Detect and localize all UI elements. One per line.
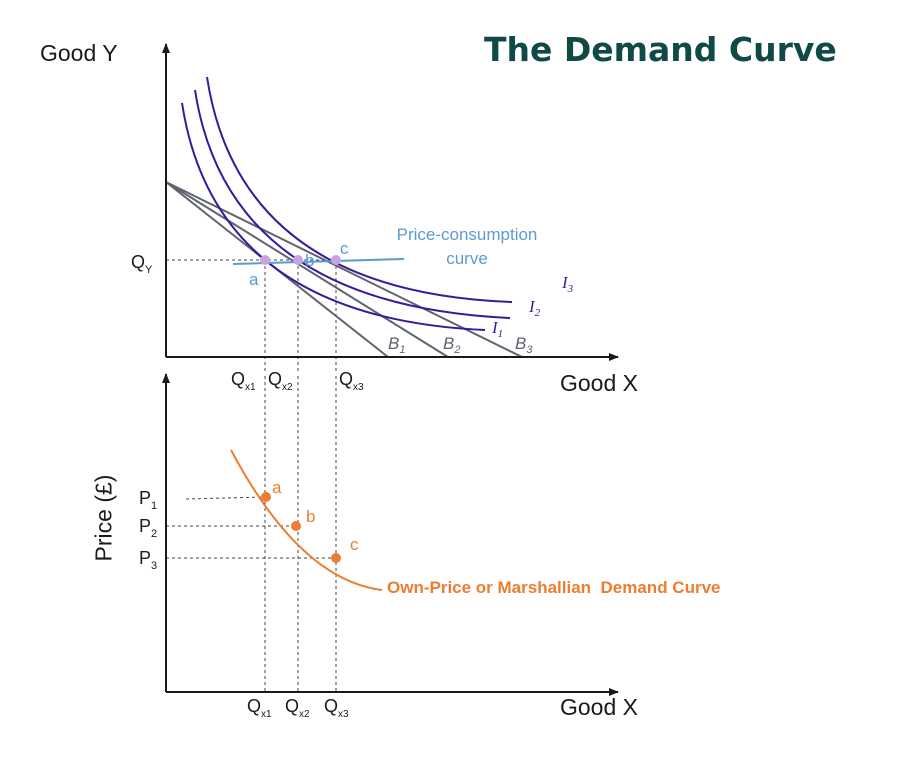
pcc-point-a (260, 255, 270, 265)
point-c-label: c (340, 239, 349, 258)
indifference-curve-i2 (194, 89, 511, 319)
page-title: The Demand Curve (484, 30, 837, 69)
demand-point-b (291, 521, 301, 531)
p3-label: P3 (139, 548, 157, 572)
demand-point-a-label: a (272, 478, 282, 497)
demand-curve-label: Own-Price or Marshallian Demand Curve (387, 578, 720, 597)
price-consumption-curve (232, 258, 405, 265)
top-panel: QY a b c Price-consumption curve I1 I2 I… (131, 43, 619, 393)
indifference-curve-i1 (181, 102, 486, 331)
top-qx2-label: Qx2 (268, 369, 293, 393)
demand-point-b-label: b (306, 507, 315, 526)
p1-guide-line (185, 496, 266, 500)
b2-label: B2 (443, 334, 460, 356)
top-qx1-label: Qx1 (231, 369, 256, 393)
top-x-axis-label: Good X (560, 370, 638, 396)
marshallian-demand-curve (230, 449, 383, 591)
indifference-curve-i3 (206, 76, 513, 303)
pcc-label-line1: Price-consumption (397, 225, 538, 244)
top-qx3-label: Qx3 (339, 369, 364, 393)
bottom-panel: P1 P2 P3 a b c Own-Price or Marshallian … (139, 373, 720, 720)
top-y-axis-label: Good Y (40, 40, 118, 66)
bottom-x-axis-label: Good X (560, 694, 638, 720)
p2-label: P2 (139, 516, 157, 540)
bottom-qx1-label: Qx1 (247, 696, 272, 720)
budget-line-b2 (165, 181, 449, 358)
i2-label: I2 (528, 297, 541, 319)
qy-label: QY (131, 252, 153, 276)
demand-point-a (261, 492, 271, 502)
bottom-qx2-label: Qx2 (285, 696, 310, 720)
pcc-point-c (331, 255, 341, 265)
point-a-label: a (249, 270, 259, 289)
pcc-label-line2: curve (446, 249, 488, 268)
bottom-qx3-label: Qx3 (324, 696, 349, 720)
indifference-curves (181, 76, 513, 331)
i1-label: I1 (491, 318, 503, 340)
bottom-y-axis-label: Price (£) (90, 474, 117, 562)
p1-label: P1 (139, 488, 157, 512)
bottom-guides (166, 376, 337, 692)
i3-label: I3 (561, 273, 574, 295)
demand-point-c-label: c (350, 535, 359, 554)
b3-label: B3 (515, 334, 533, 356)
pcc-point-b (293, 255, 303, 265)
point-b-label: b (305, 251, 314, 270)
b1-label: B1 (388, 334, 405, 356)
demand-point-c (331, 553, 341, 563)
